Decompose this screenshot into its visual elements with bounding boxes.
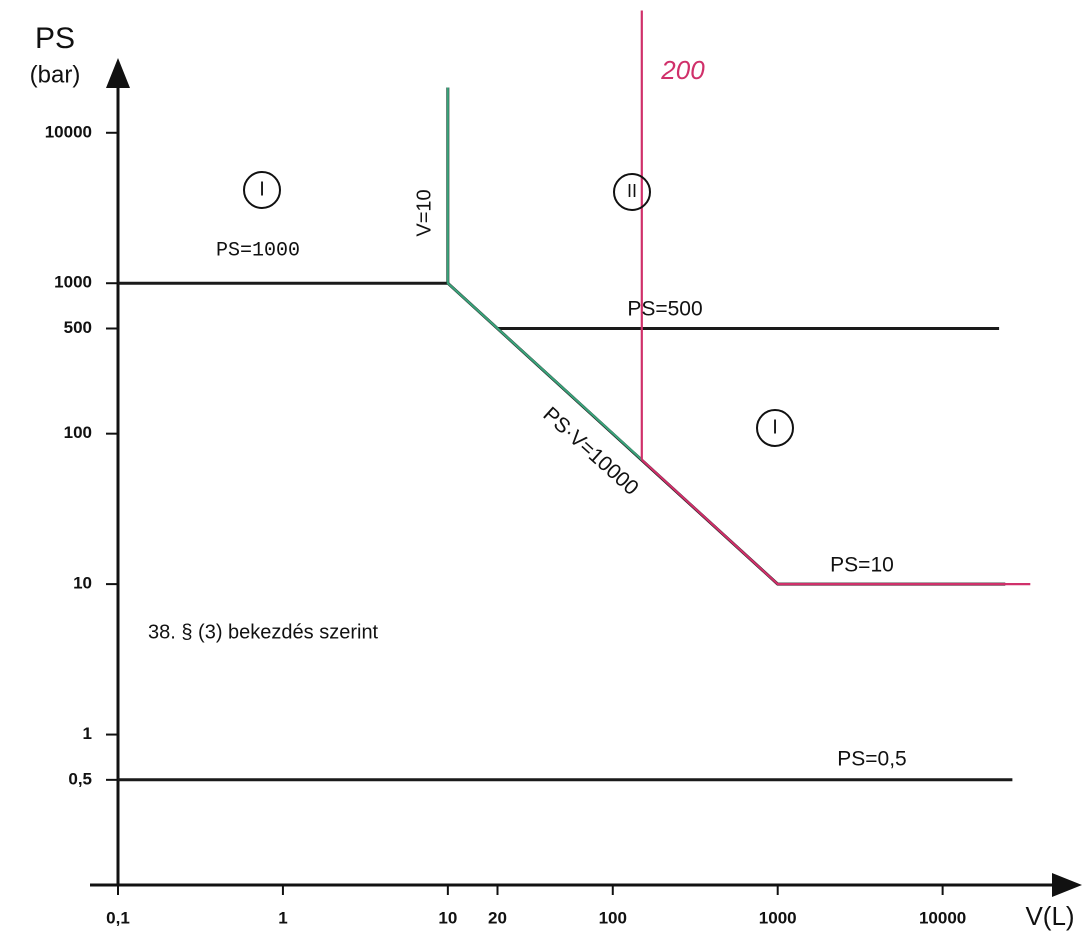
annotation: PS=500 xyxy=(627,298,702,321)
y-tick-label: 500 xyxy=(64,318,92,337)
x-axis-arrow xyxy=(1052,873,1082,897)
x-tick-label: 0,1 xyxy=(106,908,130,927)
y-tick-label: 1000 xyxy=(54,273,92,292)
annotation: I xyxy=(259,178,265,200)
y-tick-label: 10000 xyxy=(45,122,92,141)
x-tick-label: 10 xyxy=(438,908,457,927)
x-axis-title: V(L) xyxy=(1025,901,1074,931)
annotation: PS=0,5 xyxy=(837,748,906,771)
y-tick-label: 0,5 xyxy=(68,769,92,788)
x-tick-label: 1 xyxy=(278,908,287,927)
annotation: 200 xyxy=(660,55,705,85)
y-tick-label: 100 xyxy=(64,423,92,442)
x-tick-label: 10000 xyxy=(919,908,966,927)
annotation-circle xyxy=(243,171,281,209)
annotation: I xyxy=(772,416,778,438)
x-tick-label: 1000 xyxy=(759,908,797,927)
annotation: 38. § (3) bekezdés szerint xyxy=(148,621,379,643)
x-tick-label: 100 xyxy=(599,908,627,927)
annotation: PS=10 xyxy=(830,554,894,577)
annotation: V=10 xyxy=(413,189,435,236)
annotation: PS=1000 xyxy=(216,239,300,262)
annotation: II xyxy=(627,181,637,201)
series-line xyxy=(641,458,1031,586)
y-tick-label: 1 xyxy=(83,724,92,743)
y-tick-label: 10 xyxy=(73,574,92,593)
annotation-circle xyxy=(613,173,651,211)
series-line xyxy=(446,87,643,461)
y-axis-arrow xyxy=(106,58,130,88)
y-axis-unit: (bar) xyxy=(30,61,81,88)
annotation: PS·V=10000 xyxy=(538,403,642,500)
y-axis-title: PS xyxy=(35,22,75,55)
annotation-circle xyxy=(756,409,794,447)
x-tick-label: 20 xyxy=(488,908,507,927)
